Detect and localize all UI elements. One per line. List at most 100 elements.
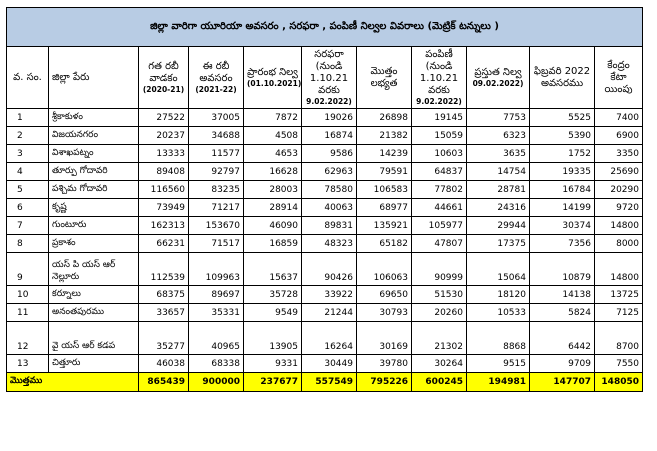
value-cell: 51530 [411, 285, 467, 304]
value-cell: 13333 [138, 144, 189, 163]
value-cell: 21244 [301, 303, 357, 322]
value-cell: 13725 [594, 285, 643, 304]
value-cell: 44661 [411, 198, 467, 217]
value-cell: 16628 [243, 162, 302, 181]
value-cell: 14800 [594, 252, 643, 286]
value-cell: 10533 [466, 303, 530, 322]
value-cell: 68977 [356, 198, 412, 217]
table-row: 4 తూర్పు గోదావరి 89408 92797 16628 62963 79591… [6, 162, 643, 181]
serial-number-cell: 8 [6, 234, 49, 253]
serial-number-cell: 6 [6, 198, 49, 217]
header-opening-stock: ప్రారంభ నిల్వ (01.10.2021) [243, 46, 302, 109]
total-cell: 147707 [529, 372, 595, 392]
value-cell: 14138 [529, 285, 595, 304]
value-cell: 40063 [301, 198, 357, 217]
value-cell: 9720 [594, 198, 643, 217]
value-cell: 5824 [529, 303, 595, 322]
value-cell: 9549 [243, 303, 302, 322]
value-cell: 64837 [411, 162, 467, 181]
total-cell: 900000 [188, 372, 244, 392]
header-distribution: పంపిణీ (నుండి 1.10.21 వరకు 9.02.2022) [411, 46, 467, 109]
value-cell: 21302 [411, 321, 467, 355]
serial-number-cell: 10 [6, 285, 49, 304]
value-cell: 15059 [411, 126, 467, 145]
value-cell: 106063 [356, 252, 412, 286]
district-name-cell: విజయనగరం [48, 126, 139, 145]
value-cell: 39780 [356, 354, 412, 373]
value-cell: 71217 [188, 198, 244, 217]
header-this-rabi: ఈ రబీ అవసరం (2021-22) [188, 46, 244, 109]
value-cell: 3635 [466, 144, 530, 163]
value-cell: 10879 [529, 252, 595, 286]
value-cell: 17375 [466, 234, 530, 253]
value-cell: 9515 [466, 354, 530, 373]
district-name-cell: ప్రకాశం [48, 234, 139, 253]
header-sno: వ. సం. [6, 46, 49, 109]
value-cell: 37005 [188, 108, 244, 127]
district-name-cell: గుంటూరు [48, 216, 139, 235]
serial-number-cell: 12 [6, 321, 49, 355]
value-cell: 66231 [138, 234, 189, 253]
serial-number-cell: 2 [6, 126, 49, 145]
value-cell: 40965 [188, 321, 244, 355]
table-row: 6 కృష్ణ 73949 71217 28914 40063 68977 44661 2431… [6, 198, 643, 217]
value-cell: 7550 [594, 354, 643, 373]
table-row: 11 అనంతపురము 33657 35331 9549 21244 30793 20260… [6, 303, 643, 322]
value-cell: 112539 [138, 252, 189, 286]
value-cell: 19335 [529, 162, 595, 181]
table-row: 8 ప్రకాశం 66231 71517 16859 48323 65182 47807 17… [6, 234, 643, 253]
value-cell: 105977 [411, 216, 467, 235]
value-cell: 48323 [301, 234, 357, 253]
value-cell: 9586 [301, 144, 357, 163]
total-row: మొత్తము 865439 900000 237677 557549 7952… [6, 372, 643, 392]
value-cell: 35728 [243, 285, 302, 304]
value-cell: 6900 [594, 126, 643, 145]
value-cell: 90999 [411, 252, 467, 286]
header-supply: సరఫరా (నుండి 1.10.21 వరకు 9.02.2022) [301, 46, 357, 109]
table-row: 10 కర్నూలు 68375 89697 35728 33922 69650 51530 1… [6, 285, 643, 304]
value-cell: 8700 [594, 321, 643, 355]
value-cell: 5525 [529, 108, 595, 127]
value-cell: 30169 [356, 321, 412, 355]
value-cell: 13905 [243, 321, 302, 355]
value-cell: 14800 [594, 216, 643, 235]
value-cell: 116560 [138, 180, 189, 199]
value-cell: 4653 [243, 144, 302, 163]
serial-number-cell: 1 [6, 108, 49, 127]
district-name-cell: కర్నూలు [48, 285, 139, 304]
district-name-cell: అనంతపురము [48, 303, 139, 322]
value-cell: 16874 [301, 126, 357, 145]
district-name-cell: వై యస్ ఆర్ కడప [48, 321, 139, 355]
total-cell: 237677 [243, 372, 302, 392]
value-cell: 8000 [594, 234, 643, 253]
serial-number-cell: 4 [6, 162, 49, 181]
value-cell: 14754 [466, 162, 530, 181]
district-name-cell: చిత్తూరు [48, 354, 139, 373]
value-cell: 78580 [301, 180, 357, 199]
value-cell: 6323 [466, 126, 530, 145]
table-row: 13 చిత్తూరు 46038 68338 9331 30449 39780 30264 9… [6, 354, 643, 373]
value-cell: 28003 [243, 180, 302, 199]
value-cell: 71517 [188, 234, 244, 253]
value-cell: 30374 [529, 216, 595, 235]
value-cell: 153670 [188, 216, 244, 235]
value-cell: 7356 [529, 234, 595, 253]
value-cell: 46038 [138, 354, 189, 373]
header-row: వ. సం. జిల్లా పేరు గత రబీ వాడకం (2020-21)… [6, 46, 643, 109]
value-cell: 34688 [188, 126, 244, 145]
value-cell: 65182 [356, 234, 412, 253]
value-cell: 47807 [411, 234, 467, 253]
value-cell: 79591 [356, 162, 412, 181]
serial-number-cell: 7 [6, 216, 49, 235]
district-name-cell: కృష్ణ [48, 198, 139, 217]
value-cell: 9709 [529, 354, 595, 373]
value-cell: 33922 [301, 285, 357, 304]
header-february-need: ఫిబ్రవరి 2022 అవసరము [529, 46, 595, 109]
value-cell: 11577 [188, 144, 244, 163]
value-cell: 62963 [301, 162, 357, 181]
value-cell: 18120 [466, 285, 530, 304]
value-cell: 19145 [411, 108, 467, 127]
district-rows: 1 శ్రీకాకుళం 27522 37005 7872 19026 26898 19145… [6, 108, 643, 373]
value-cell: 33657 [138, 303, 189, 322]
value-cell: 46090 [243, 216, 302, 235]
